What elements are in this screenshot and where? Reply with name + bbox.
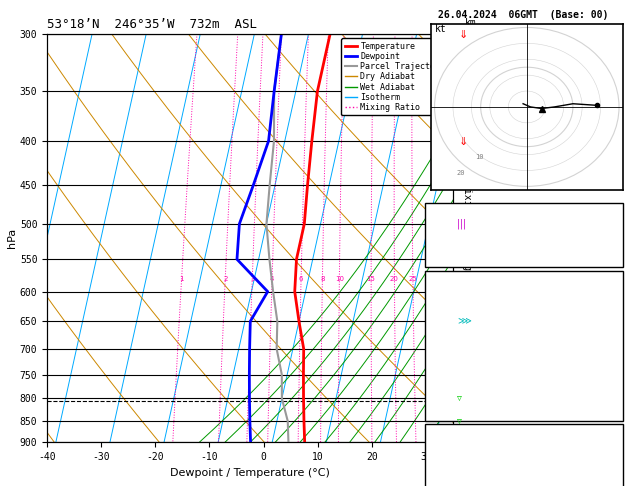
Bar <box>425 424 623 486</box>
Text: 1: 1 <box>179 276 184 282</box>
Text: 10: 10 <box>335 276 344 282</box>
Text: $\Downarrow$: $\Downarrow$ <box>456 135 467 147</box>
Text: K: K <box>433 208 438 218</box>
Text: $\triangledown$: $\triangledown$ <box>456 416 463 426</box>
Text: CIN (J): CIN (J) <box>433 405 474 415</box>
Text: 9: 9 <box>609 362 615 372</box>
Text: -4.2: -4.2 <box>591 319 615 329</box>
Text: 44: 44 <box>603 230 615 240</box>
Bar <box>425 271 623 421</box>
Text: 25: 25 <box>408 276 417 282</box>
Text: $\Downarrow$: $\Downarrow$ <box>456 28 467 40</box>
Text: θₑ (K): θₑ (K) <box>433 473 468 483</box>
Text: ASL: ASL <box>462 32 480 42</box>
Text: Most Unstable: Most Unstable <box>486 430 562 440</box>
Text: © weatheronline.co.uk: © weatheronline.co.uk <box>471 467 576 475</box>
Legend: Temperature, Dewpoint, Parcel Trajectory, Dry Adiabat, Wet Adiabat, Isotherm, Mi: Temperature, Dewpoint, Parcel Trajectory… <box>341 38 448 115</box>
Text: 3: 3 <box>457 344 463 354</box>
Text: Surface: Surface <box>503 277 544 286</box>
Text: Temp (°C): Temp (°C) <box>433 298 486 308</box>
Text: 8: 8 <box>320 276 325 282</box>
X-axis label: Dewpoint / Temperature (°C): Dewpoint / Temperature (°C) <box>170 468 330 478</box>
Text: 297: 297 <box>597 473 615 483</box>
Text: Totals Totals: Totals Totals <box>433 230 509 240</box>
Text: 7: 7 <box>457 136 463 146</box>
Text: Dewp (°C): Dewp (°C) <box>433 319 486 329</box>
Y-axis label: hPa: hPa <box>7 228 17 248</box>
Text: $|||$: $|||$ <box>456 217 467 231</box>
Text: 3: 3 <box>250 276 255 282</box>
Text: 4: 4 <box>457 316 463 326</box>
Text: Lifted Index: Lifted Index <box>433 362 503 372</box>
Text: km: km <box>465 18 477 28</box>
Text: 0: 0 <box>609 383 615 394</box>
Text: 20: 20 <box>457 170 465 176</box>
Text: 1: 1 <box>457 437 463 447</box>
Text: 53°18’N  246°35’W  732m  ASL: 53°18’N 246°35’W 732m ASL <box>47 18 257 32</box>
Bar <box>425 203 623 267</box>
Text: 20: 20 <box>390 276 399 282</box>
Text: 6: 6 <box>457 219 463 229</box>
Text: 6: 6 <box>299 276 303 282</box>
Text: CAPE (J): CAPE (J) <box>433 383 479 394</box>
Text: 15: 15 <box>367 276 376 282</box>
Text: 0: 0 <box>609 405 615 415</box>
Text: 5.5: 5.5 <box>597 298 615 308</box>
Text: PW (cm): PW (cm) <box>433 251 474 261</box>
Y-axis label: Mixing Ratio (g/kg): Mixing Ratio (g/kg) <box>462 182 472 294</box>
Text: $\ggg$: $\ggg$ <box>456 316 473 327</box>
Text: 11: 11 <box>603 208 615 218</box>
Text: 0.72: 0.72 <box>591 251 615 261</box>
Text: 5: 5 <box>457 254 463 264</box>
Text: θₑ(K): θₑ(K) <box>433 341 462 350</box>
Text: kt: kt <box>435 24 447 34</box>
Text: 650: 650 <box>597 451 615 462</box>
Text: 293: 293 <box>597 341 615 350</box>
Text: LCL: LCL <box>458 396 473 405</box>
Text: 4: 4 <box>270 276 274 282</box>
Text: $\triangledown$: $\triangledown$ <box>456 394 463 403</box>
Text: 2: 2 <box>457 394 463 403</box>
Text: 2: 2 <box>223 276 228 282</box>
Text: 26.04.2024  06GMT  (Base: 00): 26.04.2024 06GMT (Base: 00) <box>438 10 609 19</box>
Text: 10: 10 <box>475 155 484 160</box>
Text: Pressure (mb): Pressure (mb) <box>433 451 509 462</box>
